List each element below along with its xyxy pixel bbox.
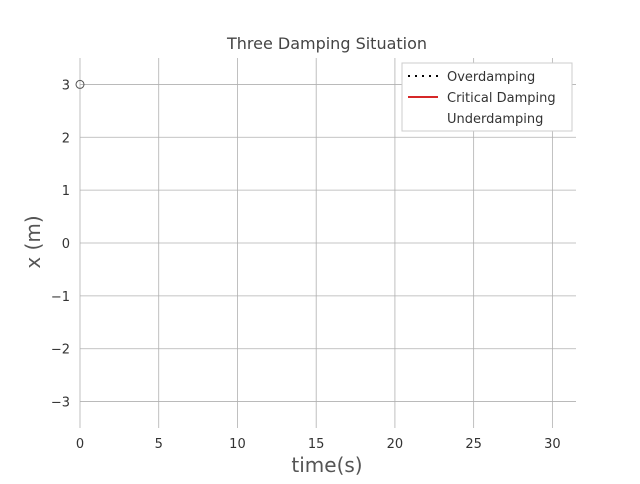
legend-label: Overdamping: [447, 70, 535, 85]
x-tick-label: 0: [76, 437, 84, 452]
y-tick-label: 2: [62, 131, 70, 146]
y-tick-label: −3: [51, 396, 70, 411]
legend-label: Underdamping: [447, 112, 543, 127]
y-tick-label: 1: [62, 184, 70, 199]
chart-title: Three Damping Situation: [226, 34, 427, 53]
y-axis-label: x (m): [21, 215, 45, 268]
y-tick-label: −2: [51, 343, 70, 358]
data-point: [75, 79, 85, 89]
x-tick-label: 15: [308, 437, 325, 452]
legend: Overdamping Critical Damping Underdamping: [401, 62, 573, 132]
x-tick-label: 20: [387, 437, 404, 452]
y-tick-label: 3: [62, 78, 70, 93]
x-tick-label: 5: [155, 437, 163, 452]
x-tick-label: 10: [229, 437, 246, 452]
x-axis-label: time(s): [291, 453, 362, 477]
data-layer: [75, 79, 85, 89]
x-tick-label: 25: [465, 437, 482, 452]
y-tick-label: −1: [51, 290, 70, 305]
legend-items: Overdamping Critical Damping Underdamping: [408, 70, 556, 127]
y-tick-label: 0: [62, 237, 70, 252]
legend-label: Critical Damping: [447, 91, 556, 106]
x-tick-label: 30: [544, 437, 561, 452]
